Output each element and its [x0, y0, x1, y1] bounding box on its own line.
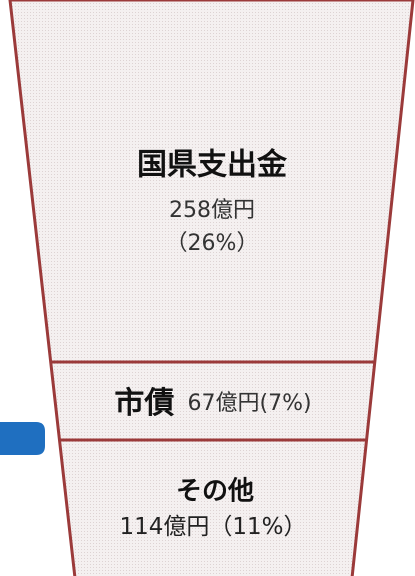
- segment-label: 国県支出金: [137, 148, 288, 183]
- segment-row: 市債 67億円(7%): [114, 386, 311, 421]
- segment-row: 114億円（11%）: [119, 514, 306, 540]
- blue-tab: [0, 422, 45, 455]
- segment-share: （26%）: [166, 231, 259, 256]
- funnel-body: [8, 0, 415, 576]
- segment-label: その他: [176, 477, 254, 507]
- segment-amount: 114億円: [119, 514, 209, 540]
- segment-share: (7%): [260, 391, 312, 416]
- segment-amount: 67億円: [188, 391, 260, 416]
- segment-label: 市債: [114, 386, 174, 421]
- segment-amount: 258億円: [169, 198, 255, 223]
- segment-share: （11%）: [209, 514, 306, 540]
